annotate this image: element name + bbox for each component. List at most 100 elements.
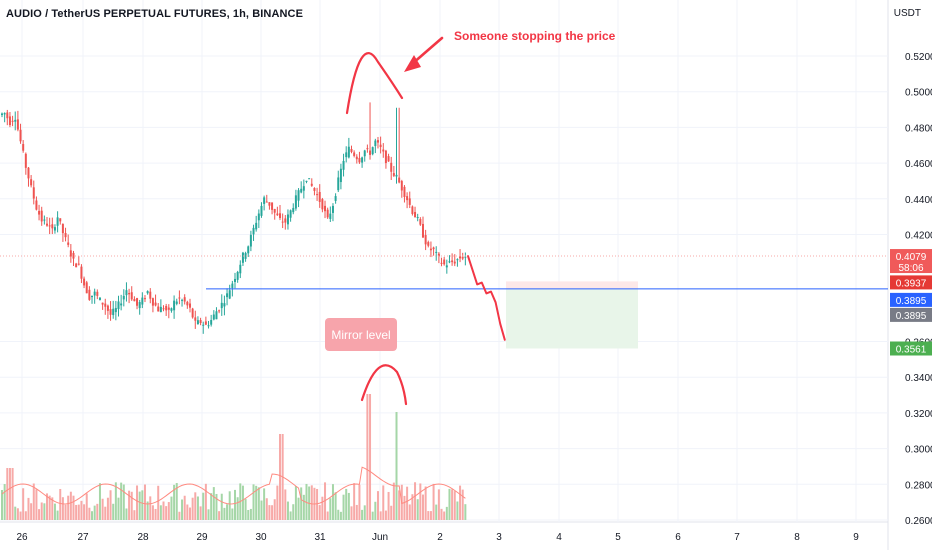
candle-body xyxy=(83,278,86,286)
currency-label: USDT xyxy=(893,8,921,19)
candle-body xyxy=(416,217,419,219)
volume-bar xyxy=(191,497,194,520)
volume-bar xyxy=(408,504,411,520)
candle-body xyxy=(75,263,78,268)
candle-body xyxy=(114,307,117,313)
volume-bar xyxy=(69,491,72,520)
entry-price-label-bg xyxy=(890,292,932,307)
volume-bar xyxy=(263,488,266,520)
volume-bar xyxy=(8,468,11,520)
volume-bar xyxy=(93,505,96,520)
volume-bar xyxy=(289,511,292,520)
volume-bar xyxy=(104,506,107,520)
volume-bar xyxy=(30,503,33,520)
candle-body xyxy=(178,297,181,299)
candle-body xyxy=(112,308,115,316)
chart-title: AUDIO / TetherUS PERPETUAL FUTURES, 1h, … xyxy=(6,8,304,20)
volume-bar xyxy=(1,489,3,520)
volume-bar xyxy=(122,484,125,520)
candle-body xyxy=(51,224,54,229)
volume-bar xyxy=(48,495,51,520)
volume-bar xyxy=(43,503,46,520)
candle-body xyxy=(384,150,387,164)
x-tick-label: 4 xyxy=(556,532,562,543)
volume-bar xyxy=(453,491,456,520)
volume-bar xyxy=(382,485,385,520)
candle-body xyxy=(252,227,255,235)
projection-path xyxy=(467,255,506,341)
candle-body xyxy=(376,140,379,143)
volume-bar xyxy=(443,511,446,520)
candle-body xyxy=(334,196,337,201)
volume-bar xyxy=(329,498,332,520)
candle-body xyxy=(358,157,361,163)
volume-bar xyxy=(392,482,395,520)
volume-bar xyxy=(22,488,25,520)
volume-bar xyxy=(271,505,274,520)
x-tick-label: Jun xyxy=(372,532,388,543)
volume-bar xyxy=(204,483,207,520)
volume-bar xyxy=(429,511,432,520)
candle-body xyxy=(255,222,258,230)
candle-body xyxy=(120,303,123,306)
volume-bar xyxy=(337,509,340,520)
candle-body xyxy=(302,186,305,191)
volume-bar xyxy=(67,495,70,520)
volume-bar xyxy=(403,495,406,520)
candle-body xyxy=(331,205,334,213)
volume-bar xyxy=(331,484,334,520)
candle-body xyxy=(350,149,353,152)
candles xyxy=(1,102,467,334)
volume-bar xyxy=(75,504,78,520)
candle-body xyxy=(400,181,403,191)
volume-bar xyxy=(395,412,398,520)
volume-bar xyxy=(218,511,221,520)
volume-bar xyxy=(173,484,176,520)
volume-bar xyxy=(96,503,99,520)
volume-bar xyxy=(318,505,321,520)
candle-body xyxy=(318,191,321,202)
volume-bar xyxy=(215,493,218,520)
candle-body xyxy=(22,144,25,151)
volume-bar xyxy=(435,504,438,520)
candle-body xyxy=(146,291,149,294)
volume-bar xyxy=(114,482,117,520)
volume-bar xyxy=(53,503,56,520)
volume-bar xyxy=(236,497,239,520)
volume-bar xyxy=(220,493,223,520)
volume-bar xyxy=(138,491,141,520)
candle-body xyxy=(414,211,417,218)
last-price-label-text: 0.4079 xyxy=(896,252,927,263)
candle-body xyxy=(435,251,438,253)
volume-bar xyxy=(421,494,424,520)
candle-body xyxy=(369,150,372,155)
candle-body xyxy=(226,293,229,298)
candle-body xyxy=(46,223,49,226)
candle-body xyxy=(244,253,247,259)
candle-body xyxy=(241,252,244,263)
volume-bar xyxy=(265,498,268,520)
candle-body xyxy=(387,156,390,162)
mirror-price-label-text: 0.3895 xyxy=(896,311,927,322)
x-tick-label: 8 xyxy=(794,532,800,543)
candle-body xyxy=(72,252,75,259)
candle-body xyxy=(464,256,467,258)
candle-body xyxy=(32,187,35,199)
candle-body xyxy=(35,200,38,210)
volume-bar xyxy=(398,490,401,520)
candle-body xyxy=(347,146,350,158)
candle-body xyxy=(236,271,239,280)
candle-body xyxy=(294,195,297,209)
volume-bar xyxy=(226,504,229,520)
candle-body xyxy=(16,119,19,130)
candle-body xyxy=(395,174,398,177)
candle-body xyxy=(456,259,459,261)
candle-body xyxy=(101,302,104,305)
volume-bar xyxy=(178,511,181,520)
